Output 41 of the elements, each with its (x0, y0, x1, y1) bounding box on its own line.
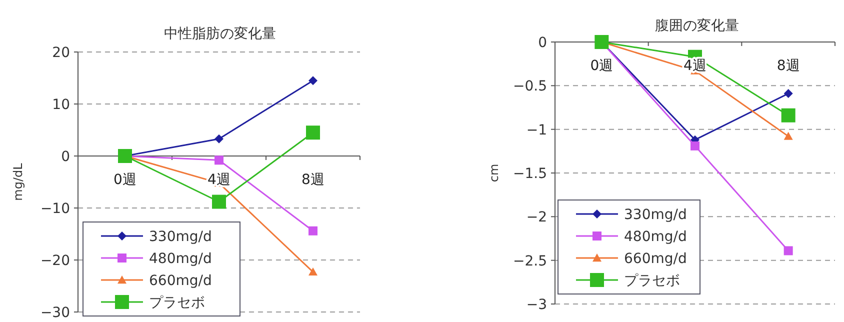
y-tick-label: −2.5 (513, 253, 547, 270)
point (214, 156, 224, 165)
legend-label: 480mg/d (149, 251, 212, 267)
y-tick-label: −30 (40, 305, 70, 321)
legend-label: プラセボ (624, 273, 680, 289)
point (308, 226, 318, 236)
y-axis-title: mg/dL (11, 162, 25, 201)
chart-title: 腹囲の変化量 (655, 18, 739, 34)
point (594, 35, 609, 49)
y-tick-label: −2 (526, 210, 547, 226)
x-tick-label: 0週 (590, 58, 614, 74)
y-tick-label: 0 (61, 149, 70, 165)
point (784, 89, 793, 98)
legend-label: プラセボ (149, 295, 205, 311)
point (784, 246, 793, 256)
point (306, 126, 320, 140)
y-tick-label: −1.5 (513, 166, 547, 182)
y-tick-label: −20 (40, 253, 70, 269)
point (118, 149, 132, 163)
y-tick-label: 0 (538, 35, 547, 51)
legend-label: 480mg/d (624, 229, 687, 245)
legend-label: 330mg/d (624, 207, 687, 223)
point (690, 141, 700, 150)
y-tick-label: −10 (40, 201, 70, 217)
y-tick-label: 10 (52, 97, 70, 113)
y-axis-title: cm (487, 164, 501, 182)
point (214, 134, 224, 144)
legend-label: 330mg/d (149, 229, 212, 245)
legend-label: 660mg/d (624, 251, 687, 267)
y-tick-label: −1 (526, 122, 547, 138)
point (308, 76, 318, 86)
x-tick-label: 8週 (776, 58, 800, 74)
y-tick-label: −3 (526, 297, 547, 313)
y-tick-label: −0.5 (513, 78, 547, 95)
legend-label: 660mg/d (149, 273, 212, 289)
chart-title: 中性脂肪の変化量 (164, 26, 276, 42)
y-tick-label: 20 (52, 45, 70, 61)
x-tick-label: 0週 (114, 172, 136, 188)
point (781, 108, 796, 122)
x-tick-label: 8週 (302, 172, 324, 188)
point (212, 194, 226, 209)
